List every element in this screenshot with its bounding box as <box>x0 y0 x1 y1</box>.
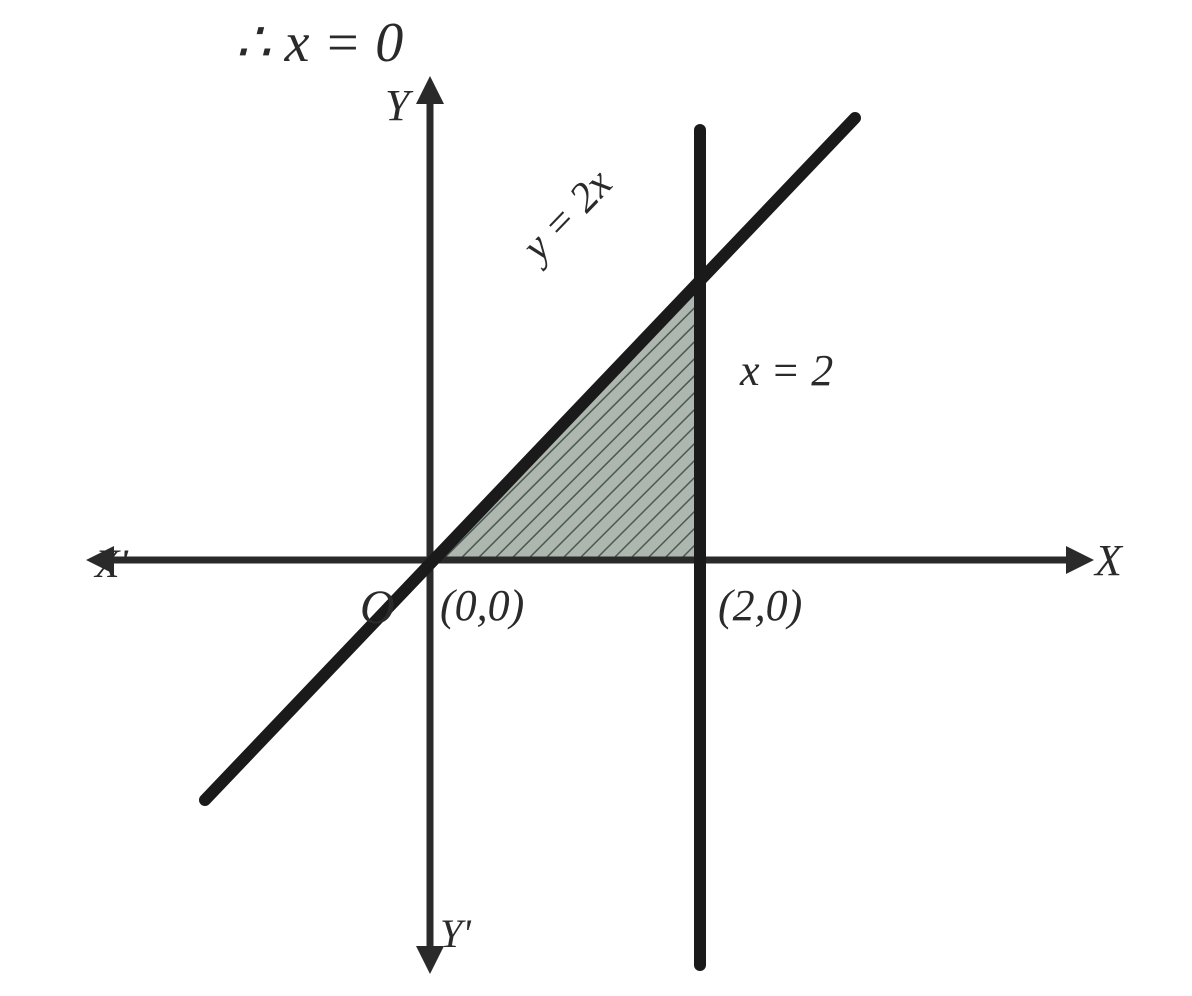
label-X: X <box>1095 535 1122 586</box>
label-X-prime: X' <box>95 540 128 587</box>
label-Y: Y <box>385 80 409 131</box>
label-Y-prime: Y' <box>440 910 471 957</box>
label-therefore: ∴ x = 0 <box>235 10 403 75</box>
arrow-y-pos <box>416 76 444 104</box>
label-x-eq-2: x = 2 <box>740 345 833 396</box>
label-origin-coord: (0,0) <box>440 580 524 631</box>
arrow-x-pos <box>1066 546 1094 574</box>
label-O: O <box>360 580 395 635</box>
coordinate-diagram <box>0 0 1192 996</box>
label-point-2-0: (2,0) <box>718 580 802 631</box>
